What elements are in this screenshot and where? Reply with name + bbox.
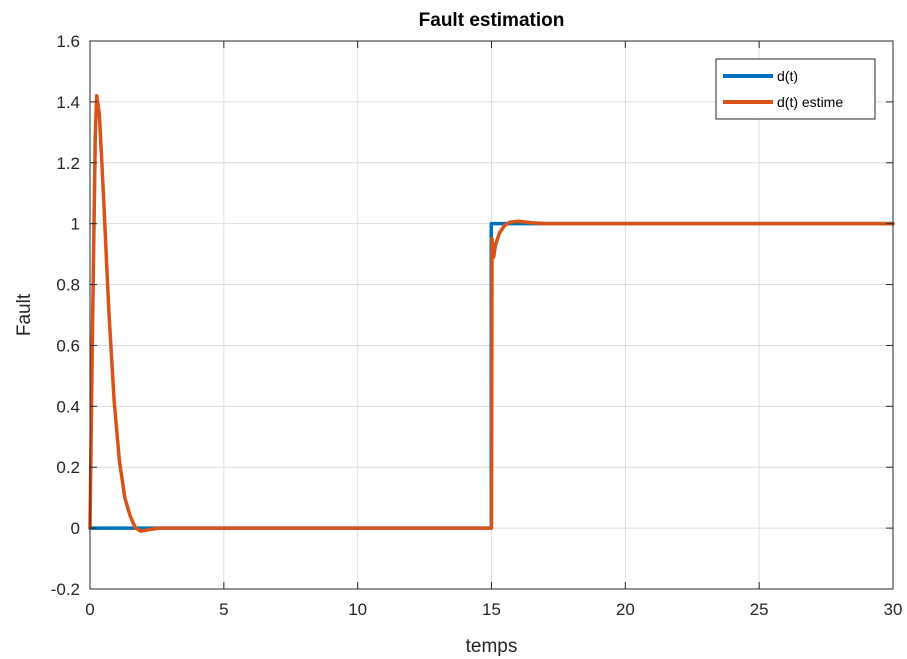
series-layer <box>88 94 895 533</box>
chart-title: Fault estimation <box>419 10 565 31</box>
tick-layer: 0 5 10 15 20 25 30 -0.2 0 0.2 0.4 0.6 0.8 1 1.2 1.4 1.6 <box>51 32 903 619</box>
legend-box <box>715 58 876 120</box>
y-tick-label: 1.2 <box>56 154 80 173</box>
y-tick-label: 0.2 <box>56 458 80 477</box>
x-tick-label: 15 <box>482 600 501 619</box>
y-tick-label: 0 <box>71 519 80 538</box>
y-axis-label: Fault <box>14 293 35 336</box>
y-tick-label: -0.2 <box>51 580 80 599</box>
x-tick-label: 10 <box>348 600 367 619</box>
y-tick-label: 1 <box>71 215 80 234</box>
legend-label-d-estime: d(t) estime <box>777 94 843 110</box>
legend-label-d: d(t) <box>777 68 798 84</box>
y-tick-label: 1.6 <box>56 32 80 51</box>
y-tick-label: 0.8 <box>56 276 80 295</box>
x-tick-label: 0 <box>85 600 94 619</box>
y-tick-label: 0.6 <box>56 336 80 355</box>
x-tick-label: 20 <box>616 600 635 619</box>
x-axis-label: temps <box>466 636 518 657</box>
x-tick-label: 5 <box>219 600 228 619</box>
y-tick-label: 1.4 <box>56 93 80 112</box>
y-tick-label: 0.4 <box>56 397 80 416</box>
x-tick-label: 30 <box>884 600 903 619</box>
series-line-d-estime <box>88 94 895 533</box>
x-tick-label: 25 <box>750 600 769 619</box>
legend: d(t) d(t) estime <box>715 58 876 120</box>
